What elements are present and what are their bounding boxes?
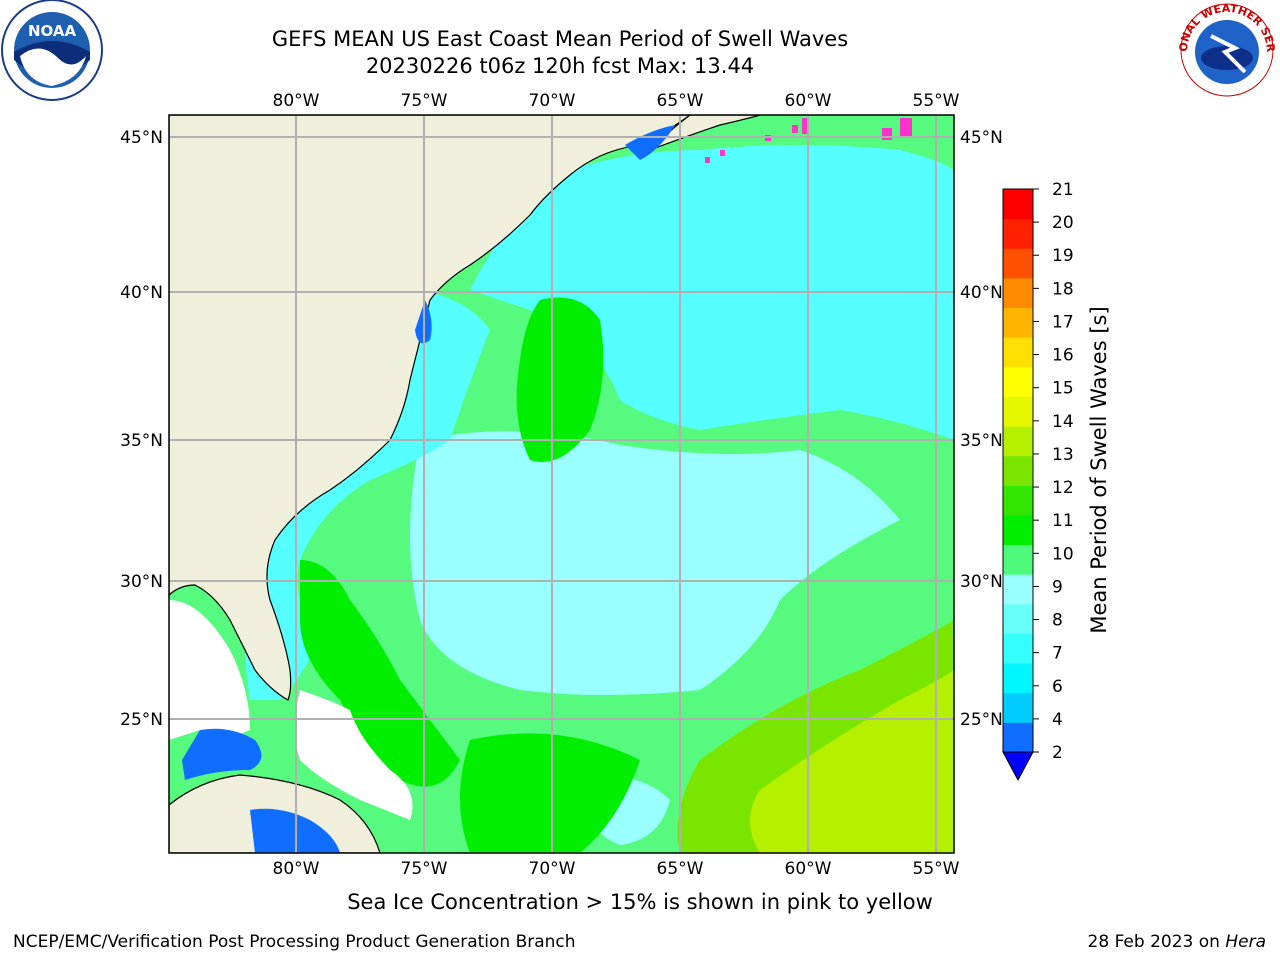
lat-labels-right: 45°N 40°N 35°N 30°N 25°N xyxy=(960,128,1003,730)
colorbar-segment xyxy=(1003,248,1033,279)
map-subtitle: 20230226 t06z 120h fcst Max: 13.44 xyxy=(365,54,755,78)
lon-label: 80°W xyxy=(273,91,320,111)
colorbar-tick-label: 12 xyxy=(1052,478,1074,498)
map-frame xyxy=(168,114,955,854)
lon-label: 55°W xyxy=(913,859,960,879)
footer-date: 28 Feb 2023 on Hera xyxy=(1088,932,1266,952)
colorbar-segment xyxy=(1003,485,1033,516)
lon-label: 60°W xyxy=(785,859,832,879)
lon-labels-top: 80°W 75°W 70°W 65°W 60°W 55°W xyxy=(273,91,960,111)
lon-label: 75°W xyxy=(401,91,448,111)
colorbar-segment xyxy=(1003,544,1033,575)
colorbar-tick-label: 2 xyxy=(1052,743,1063,763)
colorbar: 2 4 6 7 8 9 10 11 12 13 14 15 16 17 18 19 20 21 xyxy=(1002,180,1074,782)
footer-machine: Hera xyxy=(1225,932,1266,952)
lon-label: 70°W xyxy=(529,859,576,879)
colorbar-segment xyxy=(1003,307,1033,338)
colorbar-tick-label: 9 xyxy=(1052,577,1063,597)
colorbar-tick-label: 13 xyxy=(1052,445,1074,465)
footer-date-text: 28 Feb 2023 on xyxy=(1087,932,1226,952)
lat-label: 25°N xyxy=(960,710,1003,730)
colorbar-segment xyxy=(1003,277,1033,309)
colorbar-tick-label: 19 xyxy=(1052,246,1074,266)
colorbar-tick-label: 8 xyxy=(1052,611,1063,631)
land-north-america xyxy=(169,115,692,701)
lat-labels-left: 45°N 40°N 35°N 30°N 25°N xyxy=(120,128,163,730)
nodata-bahamas xyxy=(295,690,413,820)
map-panel xyxy=(169,115,954,853)
swell-field-8-9 xyxy=(410,431,900,695)
colorbar-tick-label: 20 xyxy=(1052,213,1074,233)
colorbar-tick-label: 17 xyxy=(1052,312,1074,332)
noaa-logo: NOAA xyxy=(1,0,103,101)
sea-ice-note: Sea Ice Concentration > 15% is shown in … xyxy=(347,890,933,914)
lon-label: 75°W xyxy=(401,859,448,879)
lon-label: 80°W xyxy=(273,859,320,879)
footer-credit: NCEP/EMC/Verification Post Processing Pr… xyxy=(13,932,576,952)
lat-label: 45°N xyxy=(960,128,1003,148)
lat-label: 35°N xyxy=(960,431,1003,451)
lon-label: 65°W xyxy=(657,91,704,111)
colorbar-segment xyxy=(1003,722,1033,753)
colorbar-segment xyxy=(1003,455,1033,486)
colorbar-segment xyxy=(1003,692,1033,723)
lat-label: 30°N xyxy=(120,572,163,592)
colorbar-segment xyxy=(1003,514,1033,546)
colorbar-outline xyxy=(1002,188,1034,753)
colorbar-segment xyxy=(1003,396,1033,427)
lon-label: 60°W xyxy=(785,91,832,111)
colorbar-tick-label: 11 xyxy=(1052,511,1074,531)
map-title: GEFS MEAN US East Coast Mean Period of S… xyxy=(271,27,849,51)
swell-field-2-4d xyxy=(625,125,675,160)
swell-field-13-14 xyxy=(750,670,954,853)
lat-label: 40°N xyxy=(960,283,1003,303)
lat-label: 25°N xyxy=(120,710,163,730)
colorbar-segment xyxy=(1003,663,1033,694)
colorbar-title: Mean Period of Swell Waves [s] xyxy=(1087,306,1111,633)
colorbar-tick-label: 18 xyxy=(1052,279,1074,299)
lon-label: 65°W xyxy=(657,859,704,879)
svg-text:NOAA: NOAA xyxy=(28,22,77,40)
colorbar-tick-label: 16 xyxy=(1052,346,1074,366)
swell-field-2-4 xyxy=(182,728,262,780)
colorbar-segment xyxy=(1003,189,1033,220)
colorbar-tick-label: 10 xyxy=(1052,544,1074,564)
colorbar-segment xyxy=(1003,633,1033,664)
lat-label: 35°N xyxy=(120,431,163,451)
colorbar-tick-label: 21 xyxy=(1052,180,1074,200)
colorbar-tick-label: 6 xyxy=(1052,677,1063,697)
graticule xyxy=(169,115,954,853)
lon-label: 55°W xyxy=(913,91,960,111)
lat-label: 30°N xyxy=(960,572,1003,592)
colorbar-tick-label: 14 xyxy=(1052,412,1074,432)
swell-field-10-11a xyxy=(516,297,604,462)
swell-field-10-11c xyxy=(460,733,640,853)
colorbar-tick-label: 7 xyxy=(1052,644,1063,664)
nws-logo: NATIONAL WEATHER SERVICE xyxy=(1175,0,1277,100)
lon-label: 70°W xyxy=(529,91,576,111)
colorbar-extend xyxy=(1002,751,1034,782)
colorbar-segment xyxy=(1003,426,1033,457)
swell-field-10-11b xyxy=(300,560,460,787)
colorbar-segment xyxy=(1003,366,1033,397)
nodata-gulf xyxy=(169,600,250,740)
colorbar-segment xyxy=(1003,603,1033,634)
colorbar-segment xyxy=(1003,337,1033,368)
colorbar-segment xyxy=(1003,218,1033,249)
colorbar-tick-label: 4 xyxy=(1052,710,1063,730)
colorbar-segment xyxy=(1003,574,1033,605)
lat-label: 40°N xyxy=(120,283,163,303)
colorbar-tick-label: 15 xyxy=(1052,379,1074,399)
swell-field-coastal xyxy=(245,290,490,700)
lon-labels-bottom: 80°W 75°W 70°W 65°W 60°W 55°W xyxy=(273,859,960,879)
lat-label: 45°N xyxy=(120,128,163,148)
